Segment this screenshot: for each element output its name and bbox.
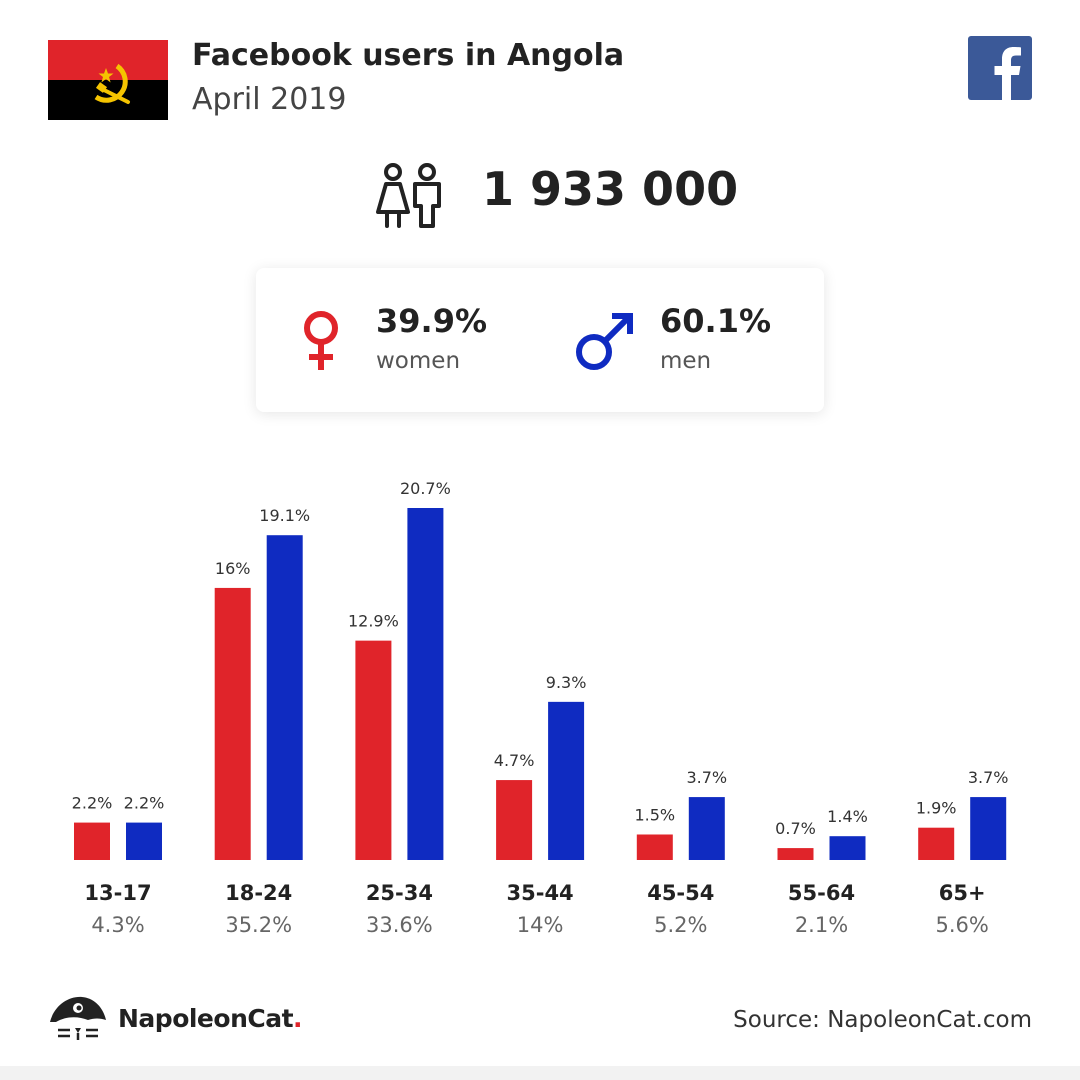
men-percent: 60.1% [660, 302, 772, 340]
age-group-label-35-44: 35-44 [507, 881, 574, 905]
age-group-total-45-54: 5.2% [654, 913, 707, 937]
bar-men-18-24 [266, 535, 303, 860]
age-group-label-45-54: 45-54 [647, 881, 714, 905]
people-icon [374, 162, 446, 230]
facebook-icon [968, 36, 1032, 100]
bar-label-men-13-17: 2.2% [124, 794, 165, 813]
bar-men-65+ [970, 797, 1007, 860]
women-percent: 39.9% [376, 302, 488, 340]
age-group-total-13-17: 4.3% [91, 913, 144, 937]
age-group-total-25-34: 33.6% [366, 913, 433, 937]
bar-women-13-17 [74, 822, 110, 860]
bar-label-men-55-64: 1.4% [827, 807, 868, 826]
female-icon [298, 308, 344, 372]
bar-women-25-34 [355, 640, 392, 860]
age-group-total-65+: 5.6% [936, 913, 989, 937]
bar-women-18-24 [214, 587, 251, 860]
bar-label-women-65+: 1.9% [916, 799, 957, 818]
bar-label-women-55-64: 0.7% [775, 819, 816, 838]
age-group-label-18-24: 18-24 [225, 881, 292, 905]
bar-men-55-64 [829, 836, 866, 860]
page-title: Facebook users in Angola [192, 38, 625, 73]
bottom-band [0, 1066, 1080, 1080]
women-label: women [376, 348, 461, 374]
gender-card: 39.9% women 60.1% men [256, 268, 824, 412]
age-group-total-55-64: 2.1% [795, 913, 848, 937]
bar-men-45-54 [688, 797, 725, 860]
bar-label-men-35-44: 9.3% [546, 673, 587, 692]
napoleoncat-logo-icon [48, 994, 108, 1044]
bar-women-65+ [918, 827, 955, 860]
age-group-label-25-34: 25-34 [366, 881, 433, 905]
bar-label-women-18-24: 16% [215, 559, 251, 578]
age-group-label-55-64: 55-64 [788, 881, 855, 905]
bar-women-45-54 [636, 834, 673, 860]
bar-label-women-45-54: 1.5% [634, 805, 675, 824]
age-gender-chart: 2.2% 2.2% 13-17 4.3% 16% 19.1% 18-24 35.2% 12.9%… [72, 479, 1009, 937]
male-icon [574, 310, 636, 372]
age-group-label-13-17: 13-17 [84, 881, 151, 905]
age-group-label-65+: 65+ [939, 881, 986, 905]
men-label: men [660, 348, 712, 374]
age-group-total-18-24: 35.2% [225, 913, 292, 937]
bar-label-men-65+: 3.7% [968, 768, 1009, 787]
angola-flag [48, 40, 168, 120]
bar-label-men-25-34: 20.7% [400, 479, 451, 498]
bar-women-55-64 [777, 848, 814, 860]
bar-men-35-44 [548, 701, 585, 860]
bar-men-13-17 [126, 822, 162, 860]
bar-label-women-35-44: 4.7% [494, 751, 535, 770]
bar-label-men-45-54: 3.7% [686, 768, 727, 787]
age-group-total-35-44: 14% [517, 913, 564, 937]
source-text: Source: NapoleonCat.com [733, 1007, 1032, 1033]
page-subtitle: April 2019 [192, 82, 347, 117]
bar-women-35-44 [496, 780, 533, 860]
bar-label-women-25-34: 12.9% [348, 612, 399, 631]
total-users: 1 933 000 [482, 162, 739, 216]
bar-men-25-34 [407, 508, 444, 860]
bar-label-men-18-24: 19.1% [259, 506, 310, 525]
bar-label-women-13-17: 2.2% [72, 794, 113, 813]
napoleoncat-logo-text: NapoleonCat. [118, 1004, 303, 1033]
